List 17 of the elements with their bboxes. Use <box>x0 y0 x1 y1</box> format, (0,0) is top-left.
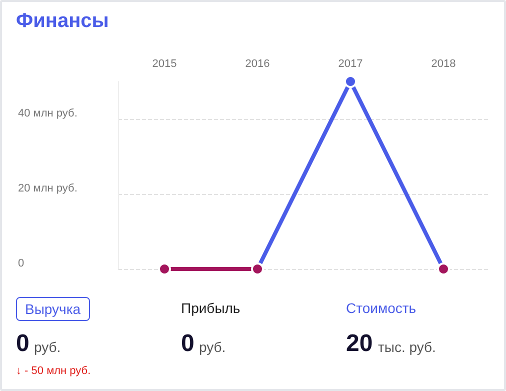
text: 0 <box>181 330 194 358</box>
x-tick-label: 2018 <box>431 58 456 70</box>
y-tick-label: 0 <box>18 258 24 270</box>
chart-title: Финансы <box>16 10 109 33</box>
text: Выручка <box>16 297 90 321</box>
x-tick-label: 2017 <box>338 58 363 70</box>
y-tick-label: 20 млн руб. <box>18 182 78 194</box>
text: 20 <box>346 330 373 358</box>
text: Стоимость <box>346 300 416 316</box>
text: руб. <box>34 339 61 355</box>
text: тыс. руб. <box>378 339 436 355</box>
y-tick-label: 40 млн руб. <box>18 108 78 120</box>
text: ↓ - 50 млн руб. <box>16 365 91 377</box>
x-tick-label: 2015 <box>152 58 177 70</box>
text: Прибыль <box>181 300 240 316</box>
x-tick-label: 2016 <box>245 58 270 70</box>
text: руб. <box>199 339 226 355</box>
